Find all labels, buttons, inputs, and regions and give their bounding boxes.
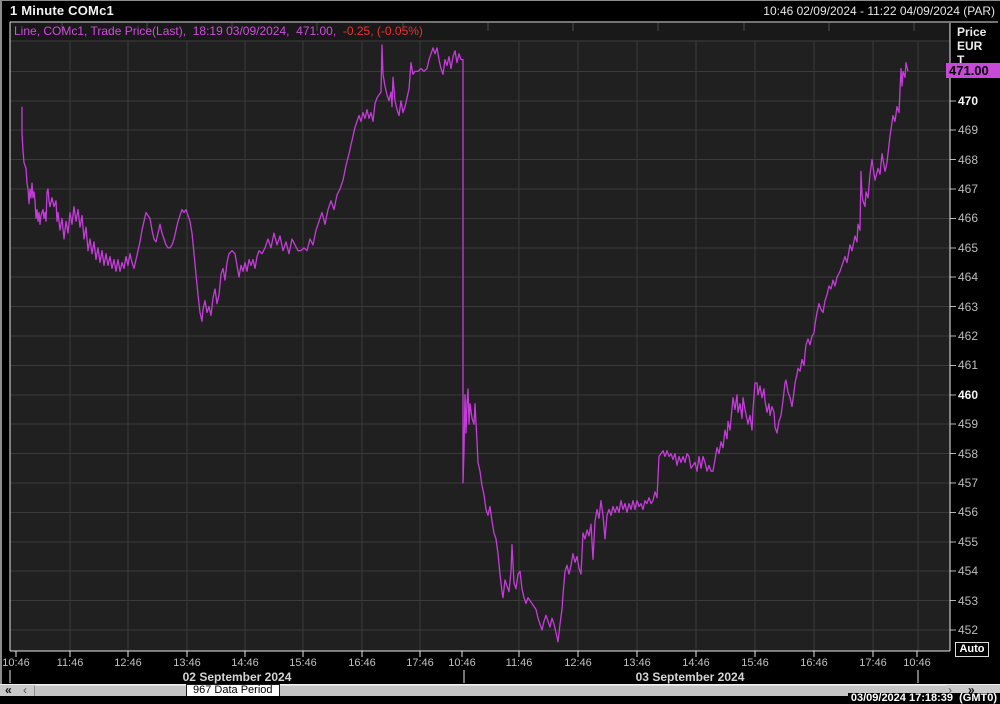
time-tick-label: 16:46 [800,657,828,669]
price-tick-label: 456 [958,505,979,520]
price-tick-label: 462 [958,329,979,343]
legend-main-text: Line, COMc1, Trade Price(Last), 18:19 03… [14,24,337,38]
price-tick-label: 463 [958,299,979,314]
page-title: 1 Minute COMc1 [10,3,114,18]
time-tick-label: 15:46 [289,657,317,669]
price-tick-label: 470 [958,93,979,108]
time-tick-label: 14:46 [682,657,710,669]
window-border-left [0,0,2,696]
price-tick-label: 457 [958,476,979,490]
time-tick-label: 10:46 [903,657,931,669]
price-tick-label: 464 [958,270,979,285]
price-line [21,44,909,643]
date-label-session2: 03 September 2024 [635,670,745,684]
time-tick-label: 15:46 [741,657,769,669]
price-axis-header-t: T [957,53,965,67]
price-tick-label: 461 [958,358,979,373]
price-tick-label: 465 [958,240,979,255]
time-tick-label: 10:46 [448,657,476,669]
date-range-label: 10:46 02/09/2024 - 11:22 04/09/2024 (PAR… [763,4,995,18]
time-tick-label: 14:46 [231,657,259,669]
scroll-far-right-icon[interactable]: » [968,683,975,697]
price-tick-label: 460 [958,387,979,402]
time-tick-label: 10:46 [2,657,30,669]
time-tick-label: 11:46 [505,657,533,669]
auto-scale-button[interactable]: Auto [955,642,989,657]
time-tick-label: 17:46 [406,657,434,669]
price-tick-label: 469 [958,123,979,138]
price-tick-label: 458 [958,446,979,461]
legend-change-text: -0.25, (-0.05%) [336,24,423,38]
time-tick-label: 12:46 [564,657,592,669]
time-tick-label: 17:46 [859,657,887,669]
price-tick-label: 466 [958,211,979,226]
price-tick-label: 459 [958,417,979,432]
price-tick-label: 453 [958,593,979,608]
price-tick-label: 467 [958,182,979,196]
time-tick-label: 13:46 [623,657,651,669]
price-tick-label: 468 [958,152,979,167]
bottom-strip [0,696,1000,704]
scroll-far-left-icon[interactable]: « [5,683,12,697]
price-tick-label: 455 [958,534,979,549]
time-tick-label: 11:46 [56,657,84,669]
date-label-session1: 02 September 2024 [182,670,292,684]
price-tick-label: 452 [958,623,979,637]
last-price-marker[interactable]: 471.00 [946,63,1000,78]
scroll-left-icon[interactable]: ‹ [23,683,27,697]
scroll-right-icon[interactable]: › [948,683,952,697]
price-axis-header-currency: EUR [957,39,983,53]
price-axis-header: Price EUR T [957,25,986,67]
time-tick-label: 16:46 [348,657,376,669]
time-tick-label: 13:46 [173,657,201,669]
price-tick-label: 454 [958,564,979,579]
time-tick-label: 12:46 [114,657,142,669]
window-border-top [0,0,1000,1]
series-legend[interactable]: Line, COMc1, Trade Price(Last), 18:19 03… [14,24,423,38]
price-axis-header-price: Price [957,25,987,39]
status-timestamp: 03/09/2024 17:18:39 (GMT0) [847,693,1000,704]
